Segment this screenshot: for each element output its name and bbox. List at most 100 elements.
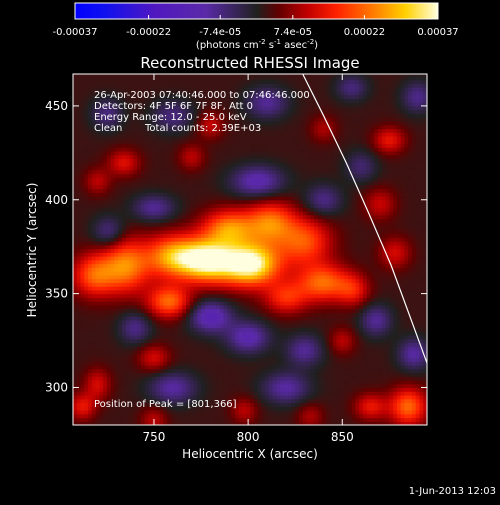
heatmap-cell (99, 166, 103, 170)
heatmap-cell (250, 207, 254, 211)
heatmap-cell (197, 173, 201, 177)
heatmap-cell (160, 339, 164, 343)
heatmap-cell (163, 324, 167, 328)
heatmap-cell (107, 230, 111, 234)
heatmap-cell (227, 376, 231, 380)
heatmap-cell (141, 365, 145, 369)
heatmap-cell (152, 264, 156, 268)
heatmap-cell (186, 331, 190, 335)
heatmap-cell (242, 305, 246, 309)
heatmap-cell (201, 256, 205, 260)
heatmap-cell (148, 83, 152, 87)
heatmap-cell (126, 241, 130, 245)
heatmap-cell (129, 249, 133, 253)
heatmap-cell (103, 192, 107, 196)
heatmap-cell (258, 391, 262, 395)
heatmap-cell (239, 267, 243, 271)
heatmap-cell (182, 173, 186, 177)
heatmap-cell (99, 279, 103, 283)
heatmap-cell (197, 271, 201, 275)
heatmap-cell (186, 346, 190, 350)
heatmap-cell (178, 260, 182, 264)
heatmap-cell (201, 369, 205, 373)
heatmap-cell (167, 410, 171, 414)
heatmap-cell (92, 286, 96, 290)
heatmap-cell (239, 215, 243, 219)
heatmap-cell (254, 113, 258, 117)
heatmap-cell (141, 331, 145, 335)
heatmap-cell (81, 376, 85, 380)
heatmap-cell (201, 301, 205, 305)
heatmap-cell (137, 80, 141, 84)
heatmap-cell (178, 365, 182, 369)
heatmap-cell (190, 342, 194, 346)
heatmap-cell (122, 170, 126, 174)
heatmap-cell (111, 290, 115, 294)
heatmap-cell (242, 256, 246, 260)
heatmap-cell (246, 158, 250, 162)
heatmap-cell (178, 249, 182, 253)
heatmap-cell (96, 181, 100, 185)
heatmap-cell (145, 245, 149, 249)
heatmap-cell (88, 301, 92, 305)
heatmap-cell (246, 384, 250, 388)
heatmap-cell (163, 189, 167, 193)
heatmap-cell (133, 200, 137, 204)
heatmap-cell (265, 342, 269, 346)
heatmap-cell (209, 417, 213, 421)
heatmap-cell (205, 410, 209, 414)
heatmap-cell (148, 297, 152, 301)
heatmap-cell (239, 252, 243, 256)
heatmap-cell (212, 230, 216, 234)
heatmap-cell (231, 410, 235, 414)
heatmap-cell (269, 121, 273, 125)
heatmap-cell (122, 237, 126, 241)
heatmap-cell (194, 312, 198, 316)
heatmap-cell (235, 151, 239, 155)
heatmap-cell (122, 365, 126, 369)
heatmap-cell (194, 177, 198, 181)
heatmap-cell (216, 140, 220, 144)
heatmap-cell (224, 226, 228, 230)
heatmap-cell (122, 316, 126, 320)
heatmap-cell (235, 294, 239, 298)
heatmap-cell (216, 177, 220, 181)
heatmap-cell (99, 305, 103, 309)
heatmap-cell (197, 219, 201, 223)
heatmap-cell (148, 192, 152, 196)
heatmap-cell (92, 241, 96, 245)
heatmap-cell (201, 354, 205, 358)
heatmap-cell (73, 286, 77, 290)
heatmap-cell (182, 372, 186, 376)
heatmap-cell (220, 211, 224, 215)
heatmap-cell (258, 237, 262, 241)
heatmap-cell (148, 380, 152, 384)
heatmap-cell (197, 327, 201, 331)
heatmap-cell (99, 226, 103, 230)
heatmap-cell (258, 395, 262, 399)
heatmap-cell (148, 151, 152, 155)
heatmap-cell (178, 342, 182, 346)
heatmap-cell (182, 279, 186, 283)
heatmap-cell (231, 181, 235, 185)
heatmap-cell (92, 309, 96, 313)
heatmap-cell (212, 297, 216, 301)
heatmap-cell (122, 320, 126, 324)
heatmap-cell (239, 226, 243, 230)
heatmap-cell (197, 230, 201, 234)
heatmap-cell (261, 226, 265, 230)
heatmap-cell (239, 207, 243, 211)
heatmap-cell (224, 192, 228, 196)
heatmap-cell (160, 219, 164, 223)
heatmap-cell (84, 128, 88, 132)
heatmap-cell (254, 102, 258, 106)
heatmap-cell (235, 136, 239, 140)
heatmap-cell (171, 140, 175, 144)
heatmap-cell (269, 264, 273, 268)
heatmap-cell (261, 136, 265, 140)
heatmap-cell (246, 241, 250, 245)
heatmap-cell (239, 136, 243, 140)
heatmap-cell (81, 256, 85, 260)
heatmap-cell (239, 151, 243, 155)
heatmap-cell (220, 196, 224, 200)
